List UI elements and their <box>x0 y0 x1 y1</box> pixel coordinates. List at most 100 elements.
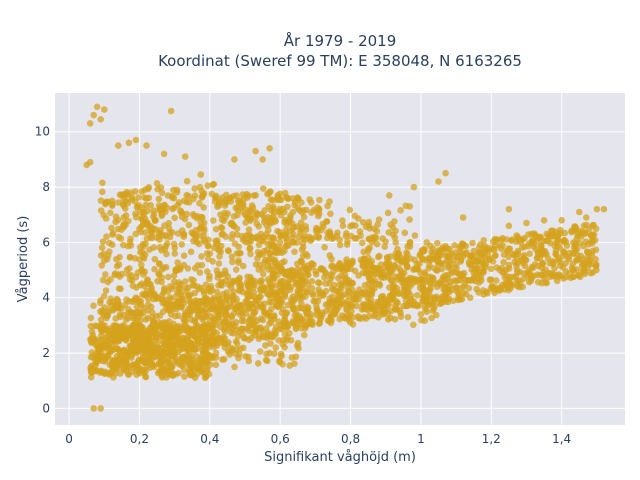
scatter-point <box>535 262 542 270</box>
x-tick-labels: 0 0,2 0,4 0,6 0,8 1 1,2 1,4 <box>65 432 571 446</box>
scatter-point <box>401 229 409 237</box>
scatter-point <box>240 202 247 210</box>
scatter-point <box>419 284 427 292</box>
scatter-point <box>225 339 232 346</box>
scatter-point <box>245 357 253 365</box>
scatter-point <box>281 312 289 320</box>
scatter-point <box>458 295 466 303</box>
scatter-point <box>480 237 488 244</box>
scatter-point <box>530 243 537 250</box>
scatter-point <box>204 242 212 250</box>
scatter-point <box>486 276 494 284</box>
scatter-point <box>177 207 184 214</box>
scatter-point <box>212 361 220 369</box>
scatter-point <box>160 286 168 294</box>
scatter-point <box>295 195 302 203</box>
scatter-point <box>214 240 221 247</box>
scatter-point <box>126 254 134 261</box>
scatter-point <box>584 248 591 256</box>
scatter-point <box>132 361 139 369</box>
scatter-point <box>349 221 356 229</box>
scatter-point <box>417 311 425 318</box>
scatter-point <box>356 228 364 235</box>
scatter-point <box>321 244 328 251</box>
scatter-point <box>169 372 177 380</box>
scatter-point <box>291 312 299 320</box>
scatter-point <box>148 354 155 361</box>
scatter-point <box>557 226 564 234</box>
scatter-point <box>232 266 240 274</box>
scatter-point <box>140 358 147 366</box>
scatter-point <box>234 197 242 205</box>
scatter-point <box>110 367 117 375</box>
scatter-point <box>132 136 140 144</box>
scatter-point <box>232 204 239 212</box>
scatter-point <box>403 249 410 256</box>
scatter-point <box>239 208 247 216</box>
scatter-point <box>336 241 344 249</box>
scatter-point <box>208 190 216 198</box>
scatter-point <box>160 264 167 271</box>
scatter-point <box>380 310 388 317</box>
scatter-point <box>115 301 122 309</box>
scatter-point <box>554 242 561 250</box>
scatter-point <box>581 270 589 278</box>
scatter-point <box>228 313 236 321</box>
scatter-point <box>215 260 223 267</box>
scatter-point <box>125 271 132 279</box>
scatter-point <box>151 265 158 273</box>
scatter-point <box>161 222 168 229</box>
scatter-point <box>210 180 218 188</box>
scatter-point <box>237 249 244 257</box>
scatter-point <box>281 247 288 255</box>
scatter-point <box>405 288 412 295</box>
scatter-point <box>384 300 391 308</box>
scatter-point <box>289 195 297 202</box>
scatter-point <box>200 219 208 227</box>
scatter-point <box>165 273 172 281</box>
scatter-point <box>106 248 113 255</box>
scatter-point <box>173 189 181 196</box>
scatter-point <box>147 303 155 311</box>
scatter-point <box>171 244 178 252</box>
scatter-point <box>525 231 532 238</box>
scatter-point <box>458 242 465 250</box>
y-tick-label: 2 <box>42 346 50 360</box>
scatter-point <box>351 235 359 242</box>
scatter-point <box>585 225 593 233</box>
scatter-point <box>270 213 277 220</box>
scatter-point <box>410 183 418 191</box>
scatter-point <box>293 260 301 268</box>
scatter-point <box>108 197 116 205</box>
scatter-point <box>138 188 146 195</box>
scatter-point <box>101 106 108 113</box>
scatter-point <box>322 280 330 287</box>
scatter-point <box>162 364 170 372</box>
scatter-point <box>583 254 590 262</box>
scatter-point <box>322 307 330 315</box>
scatter-point <box>381 243 389 250</box>
scatter-point <box>427 285 434 292</box>
scatter-point <box>108 224 115 232</box>
scatter-point <box>191 265 199 272</box>
x-tick-label: 1 <box>417 432 425 446</box>
scatter-point <box>359 239 366 247</box>
scatter-point <box>252 261 260 268</box>
scatter-point <box>158 292 166 299</box>
scatter-point <box>459 214 467 221</box>
scatter-point <box>327 275 334 283</box>
scatter-point <box>506 245 514 253</box>
scatter-point <box>255 293 263 301</box>
scatter-point <box>284 194 292 202</box>
scatter-point <box>419 297 426 305</box>
scatter-point <box>328 235 336 242</box>
scatter-point <box>102 352 109 360</box>
y-tick-label: 6 <box>42 235 50 249</box>
scatter-point <box>200 296 208 304</box>
scatter-point <box>314 228 321 235</box>
scatter-point <box>180 197 188 205</box>
scatter-point <box>294 204 302 212</box>
scatter-point <box>435 247 442 254</box>
scatter-point <box>215 199 223 206</box>
scatter-point <box>337 272 345 280</box>
